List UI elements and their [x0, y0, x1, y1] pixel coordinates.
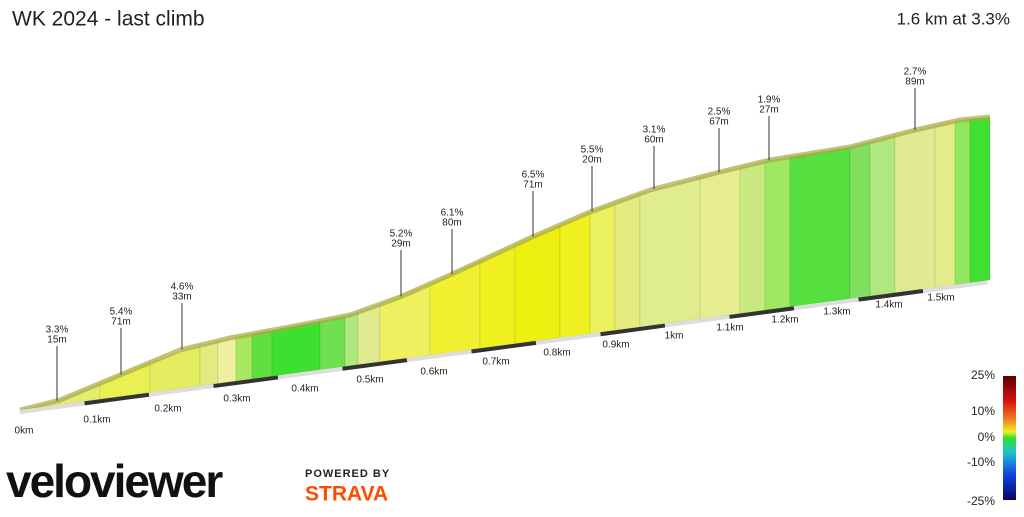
distance-band — [84, 392, 150, 406]
x-label: 1.3km — [823, 307, 850, 318]
gradient-strip — [934, 120, 956, 288]
logo: veloviewer — [6, 455, 223, 507]
distance-band — [342, 358, 408, 371]
segment-grade: 3.3% — [46, 325, 69, 336]
distance-band — [471, 340, 537, 354]
segment-grade: 5.5% — [581, 145, 604, 156]
gradient-strip — [869, 134, 896, 297]
gradient-strip — [969, 116, 991, 284]
segment-length: 29m — [391, 239, 410, 250]
segment-grade: 6.1% — [441, 208, 464, 219]
x-label: 1.5km — [927, 293, 954, 304]
distance-band — [729, 306, 795, 319]
profile — [19, 114, 991, 414]
gradient-strip — [235, 333, 253, 382]
x-label: 0.9km — [602, 340, 629, 351]
distance-band — [858, 289, 924, 302]
distance-band — [664, 314, 730, 328]
segment-length: 89m — [905, 77, 924, 88]
segment-grade: 3.1% — [643, 125, 666, 136]
scale-label: -10% — [967, 455, 995, 469]
color-scale — [1003, 376, 1016, 500]
gradient-strip — [344, 311, 359, 368]
gradient-strip — [789, 146, 851, 308]
scale-label: 0% — [978, 430, 996, 444]
segment-grade: 2.7% — [904, 67, 927, 78]
x-label: 0.3km — [223, 394, 250, 405]
x-label: 0km — [15, 426, 34, 437]
x-label: 0.1km — [83, 415, 110, 426]
segment-grade: 6.5% — [522, 170, 545, 181]
title: WK 2024 - last climb — [12, 8, 205, 31]
distance-band — [535, 332, 601, 345]
segment-length: 15m — [47, 335, 66, 346]
x-label: 1km — [665, 331, 684, 342]
x-label: 0.2km — [154, 404, 181, 415]
gradient-strip — [251, 329, 273, 380]
summary: 1.6 km at 3.3% — [897, 9, 1010, 28]
segment-grade: 1.9% — [758, 95, 781, 106]
distance-band — [600, 323, 666, 337]
gradient-strip — [849, 141, 871, 300]
segment-length: 71m — [523, 180, 542, 191]
x-label: 1.1km — [716, 323, 743, 334]
distance-band — [213, 375, 279, 389]
x-label: 0.7km — [482, 357, 509, 368]
gradient-strip — [589, 202, 616, 335]
x-label: 0.4km — [291, 384, 318, 395]
gradient-strip — [739, 160, 766, 315]
gradient-strip — [319, 315, 346, 371]
segment-grade: 5.4% — [110, 307, 133, 318]
gradient-strip — [559, 211, 591, 339]
gradient-strip — [954, 118, 971, 286]
gradient-strip — [199, 340, 219, 387]
gradient-strip — [614, 192, 641, 331]
segment-grade: 5.2% — [390, 229, 413, 240]
x-label: 1.4km — [875, 300, 902, 311]
distance-band — [19, 401, 85, 414]
segment-length: 27m — [759, 105, 778, 116]
scale-label: -25% — [967, 494, 995, 508]
distance-band — [922, 280, 988, 293]
segment-length: 71m — [111, 317, 130, 328]
scale-label: 25% — [971, 368, 995, 382]
x-label: 0.6km — [420, 367, 447, 378]
segment-grade: 4.6% — [171, 282, 194, 293]
profile-top — [19, 114, 991, 413]
distance-band — [277, 366, 343, 380]
scale-label: 10% — [971, 404, 995, 418]
segment-length: 20m — [582, 155, 601, 166]
segment-grade: 2.5% — [708, 107, 731, 118]
distance-band — [793, 297, 859, 311]
segment-length: 67m — [709, 117, 728, 128]
gradient-strip — [699, 166, 741, 320]
x-label: 1.2km — [771, 315, 798, 326]
segment-length: 80m — [442, 218, 461, 229]
powered-by: POWERED BY — [305, 468, 390, 480]
distance-band — [148, 384, 214, 397]
distance-band — [406, 349, 472, 363]
x-label: 0.8km — [543, 348, 570, 359]
gradient-strip — [894, 124, 936, 294]
gradient-strip — [217, 336, 237, 385]
strava: STRAVA — [305, 483, 388, 506]
segment-length: 60m — [644, 135, 663, 146]
gradient-strip — [764, 156, 791, 311]
segment-length: 33m — [172, 292, 191, 303]
x-label: 0.5km — [356, 375, 383, 386]
gradient-strip — [639, 176, 701, 328]
